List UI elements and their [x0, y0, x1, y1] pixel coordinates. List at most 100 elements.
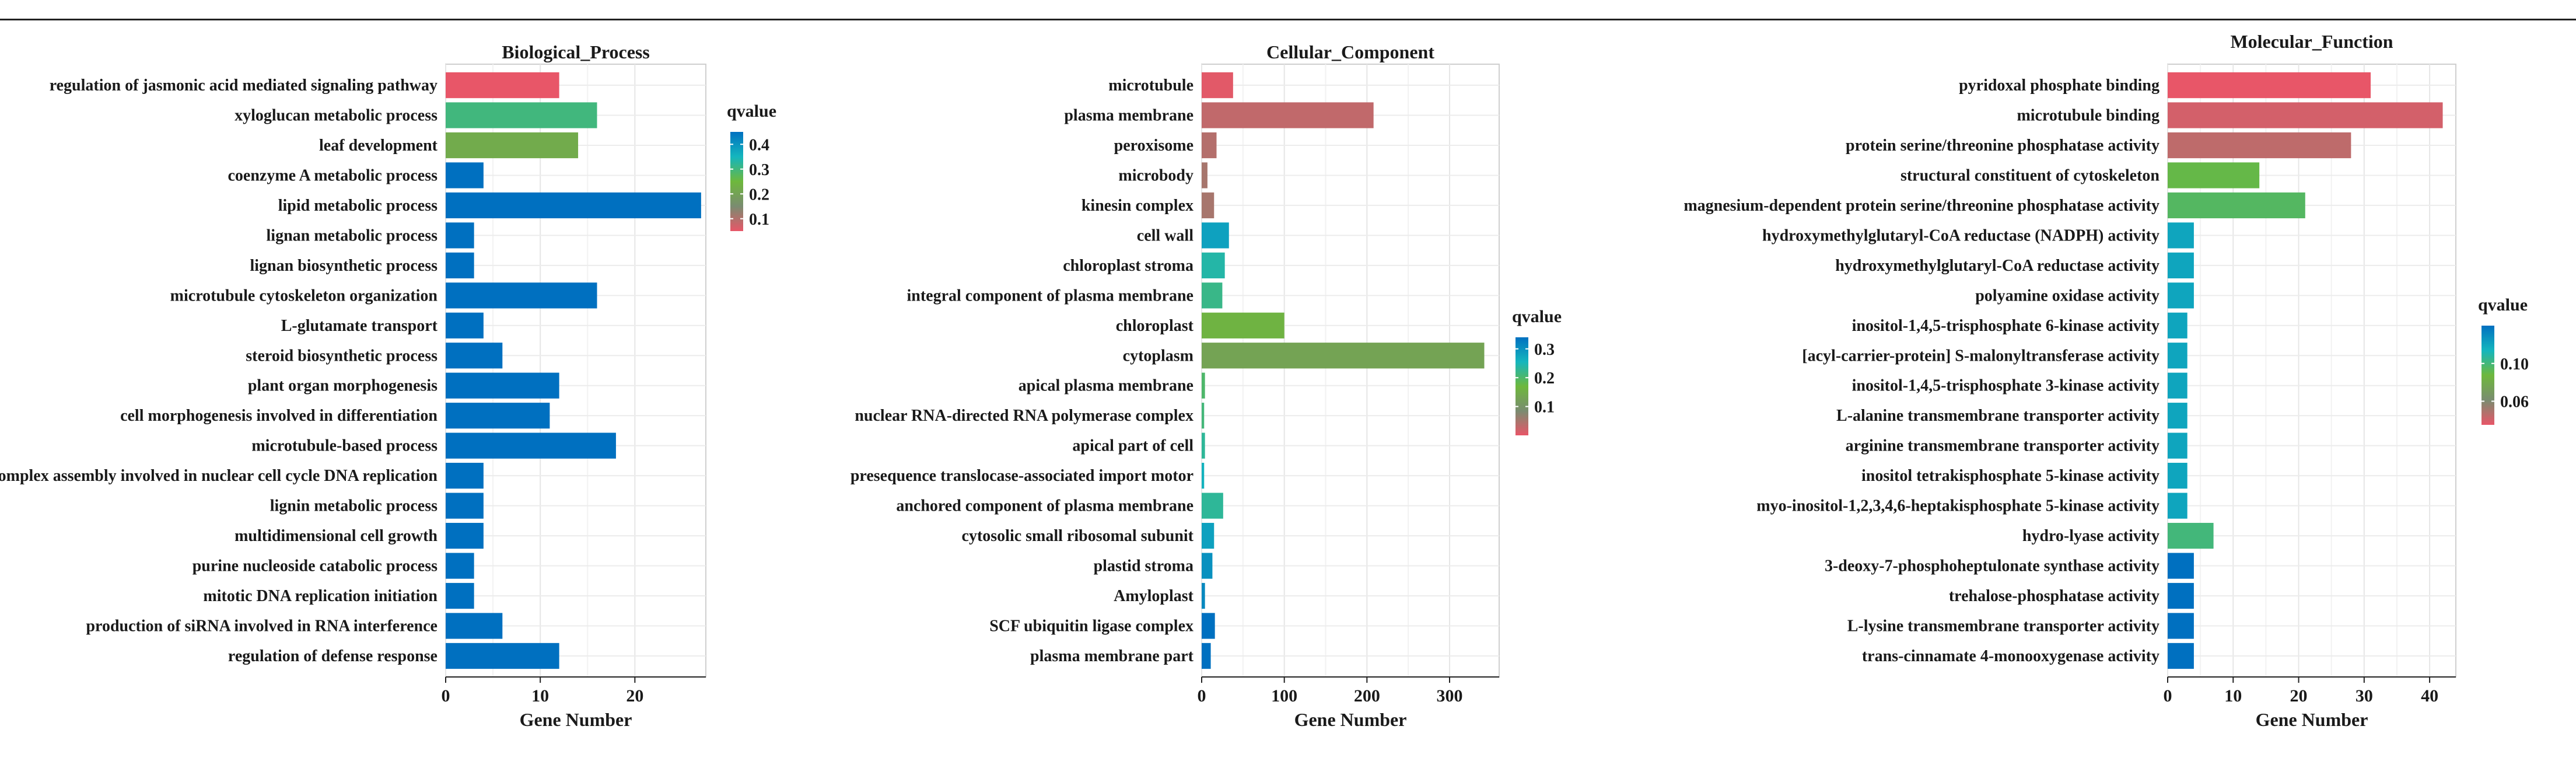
- bar-plant-organ-morphogenesis: [446, 372, 559, 399]
- category-label: 3-deoxy-7-phosphoheptulonate synthase ac…: [1825, 557, 2160, 575]
- bar-xyloglucan-metabolic-process: [446, 102, 597, 128]
- bar-chloroplast-stroma: [1202, 252, 1225, 278]
- x-tick-label: 30: [2356, 686, 2373, 706]
- bar-inositol-1-4-5-trisphosphate-3-kinase-activity: [2168, 372, 2188, 399]
- category-label: myo-inositol-1,2,3,4,6-heptakisphosphate…: [1756, 497, 2160, 515]
- bar-cytosolic-small-ribosomal-subunit: [1202, 522, 1214, 549]
- x-tick-label: 10: [2224, 686, 2242, 706]
- category-label: Amyloplast: [1114, 587, 1194, 605]
- category-label: kinesin complex: [1082, 197, 1194, 215]
- category-label: nuclear RNA-directed RNA polymerase comp…: [855, 407, 1194, 425]
- category-label: lipid metabolic process: [278, 197, 438, 215]
- x-tick-label: 200: [1354, 686, 1380, 706]
- bar-microtubule: [1202, 72, 1233, 99]
- category-label: plant organ morphogenesis: [248, 377, 438, 395]
- category-label: arginine transmembrane transporter activ…: [1846, 437, 2160, 455]
- bar-leaf-development: [446, 132, 579, 159]
- bar-lignin-metabolic-process: [446, 493, 484, 519]
- category-label: apical part of cell: [1072, 437, 1194, 455]
- category-label: steroid biosynthetic process: [246, 347, 438, 365]
- bar-kinesin-complex: [1202, 192, 1214, 219]
- qvalue-legend: qvalue 0.4 0.3 0.2 0.1: [727, 102, 776, 231]
- category-label: microtubule binding: [2017, 107, 2160, 125]
- x-axis-title: Gene Number: [1294, 709, 1407, 730]
- legend-tick-label: 0.10: [2500, 355, 2529, 373]
- bar-coenzyme-a-metabolic-process: [446, 162, 484, 188]
- bar-microbody: [1202, 162, 1208, 188]
- category-label: integral component of plasma membrane: [907, 287, 1194, 305]
- x-tick-label: 0: [442, 686, 450, 706]
- bar-protein-serine-threonine-phosphatase-activity: [2168, 132, 2351, 159]
- x-axis-title: Gene Number: [2256, 709, 2368, 730]
- category-label: plasma membrane: [1064, 107, 1194, 125]
- category-label: regulation of jasmonic acid mediated sig…: [50, 76, 438, 95]
- legend-tick-label: 0.3: [749, 161, 769, 179]
- category-label: coenzyme A metabolic process: [228, 166, 438, 184]
- category-label: cytosolic small ribosomal subunit: [962, 527, 1194, 545]
- category-label: L-lysine transmembrane transporter activ…: [1847, 617, 2160, 636]
- bar-inositol-tetrakisphosphate-5-kinase-activity: [2168, 463, 2188, 489]
- category-label: hydroxymethylglutaryl-CoA reductase acti…: [1835, 257, 2160, 275]
- top-rule: [0, 19, 2576, 20]
- panel-title: Biological_Process: [502, 41, 650, 62]
- legend-title: qvalue: [727, 102, 776, 121]
- bar-cell-morphogenesis-involved-in-differentiation: [446, 403, 550, 429]
- category-label: inositol tetrakisphosphate 5-kinase acti…: [1861, 467, 2160, 485]
- category-label: chloroplast stroma: [1063, 257, 1194, 275]
- bar-l-lysine-transmembrane-transporter-activity: [2168, 613, 2194, 639]
- bar-production-of-sirna-involved-in-rna-interference: [446, 613, 503, 639]
- panel-title: Cellular_Component: [1266, 41, 1434, 62]
- category-label: purine nucleoside catabolic process: [192, 557, 438, 575]
- category-label: regulation of defense response: [228, 647, 438, 665]
- bar-microtubule-based-process: [446, 432, 616, 459]
- bar-hydro-lyase-activity: [2168, 522, 2214, 549]
- category-label: trans-cinnamate 4-monooxygenase activity: [1862, 647, 2160, 665]
- bar-microtubule-cytoskeleton-organization: [446, 282, 597, 309]
- bar-trehalose-phosphatase-activity: [2168, 582, 2194, 609]
- category-label: production of siRNA involved in RNA inte…: [86, 617, 438, 636]
- bar-mitotic-dna-replication-initiation: [446, 582, 474, 609]
- category-label: structural constituent of cytoskeleton: [1901, 166, 2160, 184]
- category-label: pre-replicative complex assembly involve…: [0, 467, 438, 485]
- category-label: trehalose-phosphatase activity: [1949, 587, 2160, 605]
- bar-presequence-translocase-associated-import-motor: [1202, 463, 1205, 489]
- x-tick-label: 300: [1437, 686, 1463, 706]
- bar-hydroxymethylglutaryl-coa-reductase-nadph-activity: [2168, 222, 2194, 249]
- category-label: [acyl-carrier-protein] S-malonyltransfer…: [1802, 347, 2160, 365]
- legend-tick-label: 0.1: [749, 211, 769, 229]
- bar-cytoplasm: [1202, 343, 1485, 369]
- category-label: SCF ubiquitin ligase complex: [989, 617, 1194, 636]
- bar-apical-part-of-cell: [1202, 432, 1205, 459]
- bar-lignan-biosynthetic-process: [446, 252, 474, 278]
- category-label: apical plasma membrane: [1019, 377, 1194, 395]
- category-label: L-glutamate transport: [281, 317, 438, 335]
- category-label: microtubule-based process: [251, 437, 438, 455]
- category-label: microtubule: [1108, 76, 1194, 95]
- category-label: magnesium-dependent protein serine/threo…: [1684, 197, 2160, 215]
- category-label: mitotic DNA replication initiation: [203, 587, 438, 605]
- category-label: hydroxymethylglutaryl-CoA reductase (NAD…: [1762, 226, 2160, 245]
- legend-title: qvalue: [2478, 295, 2528, 315]
- plot-area: [445, 64, 706, 678]
- legend-tick-label: 0.4: [749, 136, 769, 154]
- category-label: lignin metabolic process: [270, 497, 438, 515]
- bar-cell-wall: [1202, 222, 1229, 249]
- category-label: cell morphogenesis involved in different…: [120, 407, 438, 425]
- category-label: presequence translocase-associated impor…: [850, 467, 1194, 485]
- bar-l-alanine-transmembrane-transporter-activity: [2168, 403, 2188, 429]
- bar-l-glutamate-transport: [446, 312, 484, 338]
- bar-amyloplast: [1202, 582, 1205, 609]
- x-tick-label: 0: [1198, 686, 1206, 706]
- x-tick-label: 20: [2290, 686, 2308, 706]
- bar-chloroplast: [1202, 312, 1284, 338]
- x-tick-label: 0: [2164, 686, 2172, 706]
- category-label: pyridoxal phosphate binding: [1959, 76, 2160, 95]
- bar-multidimensional-cell-growth: [446, 522, 484, 549]
- bar-nuclear-rna-directed-rna-polymerase-complex: [1202, 403, 1205, 429]
- bar-lipid-metabolic-process: [446, 192, 701, 219]
- category-label: leaf development: [319, 137, 438, 155]
- legend-tick-label: 0.3: [1534, 341, 1555, 359]
- bar-myo-inositol-1-2-3-4-6-heptakisphosphate-5-kinase-activity: [2168, 493, 2188, 519]
- legend-tick-label: 0.2: [1534, 369, 1555, 388]
- category-label: lignan metabolic process: [267, 226, 438, 245]
